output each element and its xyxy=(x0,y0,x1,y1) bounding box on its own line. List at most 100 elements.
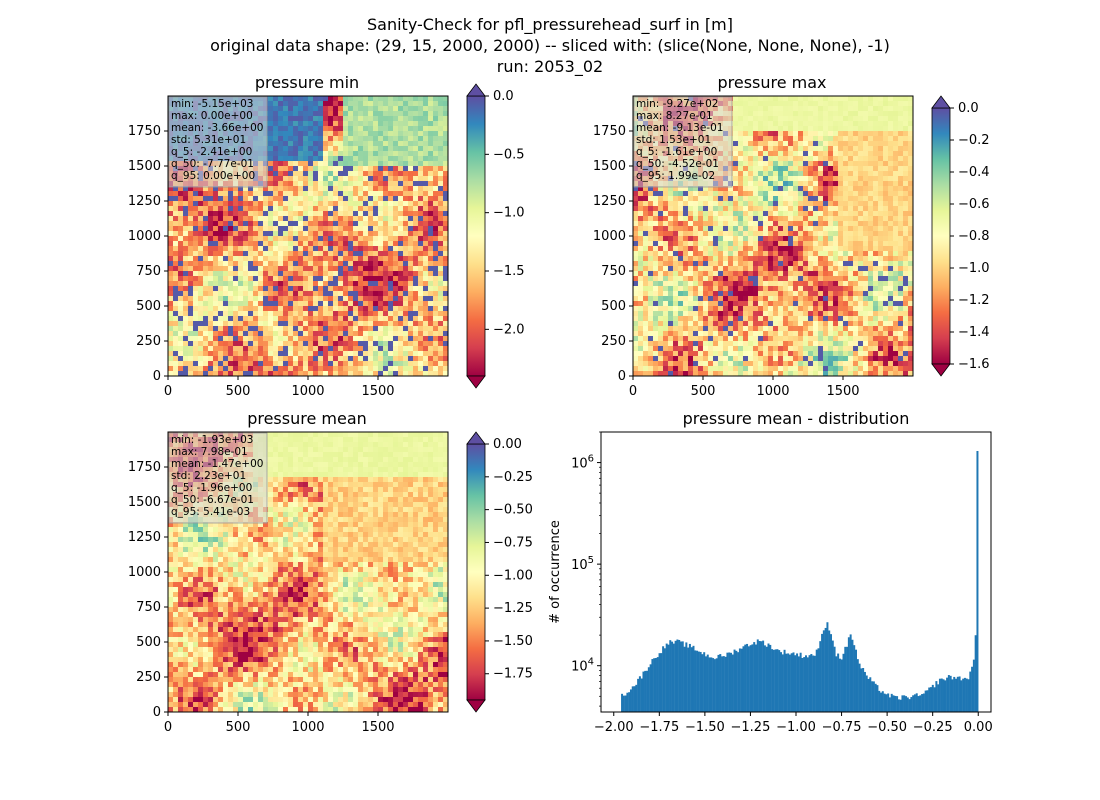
heatmap-cell xyxy=(818,246,824,252)
heatmap-cell xyxy=(193,201,199,207)
heatmap-cell xyxy=(438,346,444,352)
heatmap-cell xyxy=(383,131,389,137)
heatmap-cell xyxy=(408,121,414,127)
heatmap-cell xyxy=(698,236,704,242)
heatmap-cell xyxy=(378,196,384,202)
heatmap-cell xyxy=(443,271,449,277)
heatmap-cell xyxy=(308,176,314,182)
histogram-ylabel: # of occurrence xyxy=(548,520,563,624)
heatmap-cell xyxy=(768,141,774,147)
heatmap-cell xyxy=(198,196,204,202)
heatmap-cell xyxy=(243,371,249,377)
heatmap-cell xyxy=(298,171,304,177)
heatmap-cell xyxy=(843,206,849,212)
heatmap-cell xyxy=(893,101,899,107)
heatmap-cell xyxy=(838,246,844,252)
heatmap-cell xyxy=(693,236,699,242)
heatmap-cell xyxy=(413,281,419,287)
heatmap-cell xyxy=(273,171,279,177)
heatmap-cell xyxy=(338,211,344,217)
heatmap-cell xyxy=(303,311,309,317)
heatmap-cell xyxy=(253,286,259,292)
heatmap-cell xyxy=(798,206,804,212)
heatmap-cell xyxy=(243,251,249,257)
heatmap-cell xyxy=(838,226,844,232)
heatmap-cell xyxy=(768,186,774,192)
heatmap-cell xyxy=(303,166,309,172)
heatmap-cell xyxy=(863,126,869,132)
heatmap-cell xyxy=(403,231,409,237)
heatmap-cell xyxy=(263,276,269,282)
heatmap-cell xyxy=(343,321,349,327)
heatmap-cell xyxy=(868,141,874,147)
heatmap-cell xyxy=(353,171,359,177)
heatmap-cell xyxy=(178,316,184,322)
heatmap-cell xyxy=(313,201,319,207)
heatmap-cell xyxy=(413,241,419,247)
heatmap-cell xyxy=(193,331,199,337)
heatmap-cell xyxy=(173,306,179,312)
heatmap-cell xyxy=(818,96,824,102)
heatmap-cell xyxy=(743,156,749,162)
heatmap-cell xyxy=(818,161,824,167)
heatmap-cell xyxy=(438,96,444,102)
heatmap-cell xyxy=(898,146,904,152)
heatmap-cell xyxy=(833,126,839,132)
heatmap-cell xyxy=(903,171,909,177)
heatmap-cell xyxy=(853,236,859,242)
heatmap-cell xyxy=(293,141,299,147)
heatmap-cell xyxy=(353,211,359,217)
heatmap-cell xyxy=(268,311,274,317)
heatmap-cell xyxy=(343,251,349,257)
heatmap-cell xyxy=(298,311,304,317)
heatmap-cell xyxy=(333,271,339,277)
heatmap-cell xyxy=(413,261,419,267)
heatmap-cell xyxy=(403,356,409,362)
heatmap-cell xyxy=(683,201,689,207)
heatmap-cell xyxy=(768,111,774,117)
heatmap-cell xyxy=(303,371,309,377)
heatmap-cell xyxy=(273,96,279,102)
heatmap-cell xyxy=(258,216,264,222)
heatmap-cell xyxy=(373,161,379,167)
heatmap-cell xyxy=(698,216,704,222)
heatmap-cell xyxy=(798,181,804,187)
heatmap-cell xyxy=(168,226,174,232)
heatmap-cell xyxy=(328,256,334,262)
heatmap-cell xyxy=(398,266,404,272)
heatmap-cell xyxy=(333,301,339,307)
heatmap-cell xyxy=(233,196,239,202)
heatmap-cell xyxy=(268,266,274,272)
heatmap-cell xyxy=(353,281,359,287)
heatmap-cell xyxy=(438,296,444,302)
panel-title-pressure-min: pressure min xyxy=(255,73,359,92)
heatmap-cell xyxy=(373,246,379,252)
heatmap-cell xyxy=(278,101,284,107)
heatmap-cell xyxy=(283,236,289,242)
heatmap-cell xyxy=(303,341,309,347)
heatmap-cell xyxy=(838,141,844,147)
heatmap-cell xyxy=(203,321,209,327)
heatmap-cell xyxy=(713,211,719,217)
heatmap-cell xyxy=(233,246,239,252)
heatmap-cell xyxy=(328,191,334,197)
heatmap-cell xyxy=(733,171,739,177)
heatmap-cell xyxy=(258,366,264,372)
heatmap-cell xyxy=(413,171,419,177)
heatmap-cell xyxy=(228,321,234,327)
heatmap-cell xyxy=(198,336,204,342)
heatmap-cell xyxy=(738,166,744,172)
heatmap-cell xyxy=(348,336,354,342)
heatmap-cell xyxy=(353,141,359,147)
heatmap-cell xyxy=(663,226,669,232)
heatmap-cell xyxy=(423,251,429,257)
heatmap-cell xyxy=(273,101,279,107)
heatmap-cell xyxy=(213,246,219,252)
heatmap-cell xyxy=(873,116,879,122)
heatmap-cell xyxy=(423,121,429,127)
heatmap-cell xyxy=(193,261,199,267)
heatmap-cell xyxy=(438,236,444,242)
heatmap-cell xyxy=(358,231,364,237)
heatmap-cell xyxy=(278,171,284,177)
